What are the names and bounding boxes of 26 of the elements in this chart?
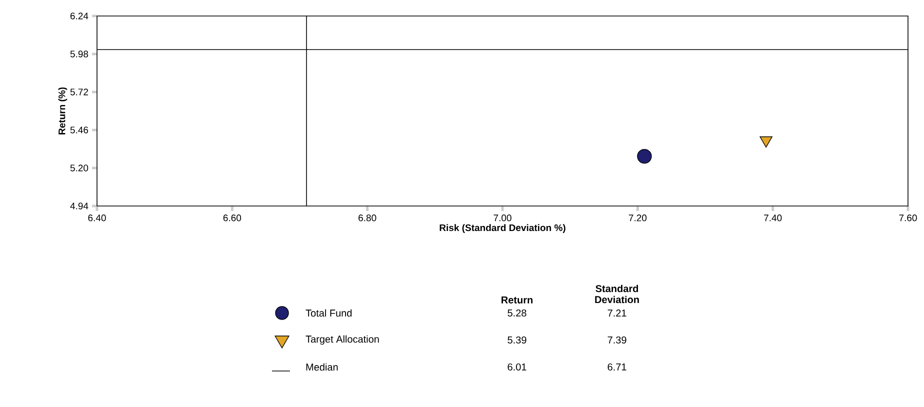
y-tick-label: 6.24 [70, 12, 88, 20]
y-axis-title: Return (%) [58, 87, 68, 134]
x-tick-label: 6.40 [88, 214, 106, 222]
x-tick-label: 7.00 [494, 214, 512, 222]
text: Return [502, 296, 532, 304]
x-tick-label: 7.20 [628, 214, 647, 222]
x-tick-label: 7.60 [899, 214, 917, 222]
x-axis-title: Risk (Standard Deviation %) [440, 224, 566, 233]
x-tick-label: 7.40 [764, 214, 782, 222]
text: 5.28 [508, 309, 526, 317]
text: Standard Deviation [595, 284, 639, 304]
text: 6.71 [608, 363, 626, 371]
text: 7.21 [608, 310, 626, 316]
text: 7.39 [608, 336, 626, 344]
x-tick-label: 6.60 [223, 214, 242, 222]
legend-label: Median [306, 363, 338, 371]
y-tick-label: 4.94 [70, 202, 88, 210]
y-tick-label: 5.72 [70, 88, 88, 96]
y-tick-label: 5.46 [70, 126, 88, 134]
legend-label: Total Fund [306, 309, 352, 317]
y-tick-label: 5.20 [70, 164, 88, 172]
text: 6.01 [508, 363, 526, 371]
y-tick-label: 5.98 [70, 50, 88, 58]
x-tick-label: 6.80 [358, 214, 376, 222]
text: 5.39 [508, 336, 526, 344]
legend-label: Target Allocation [306, 335, 379, 345]
